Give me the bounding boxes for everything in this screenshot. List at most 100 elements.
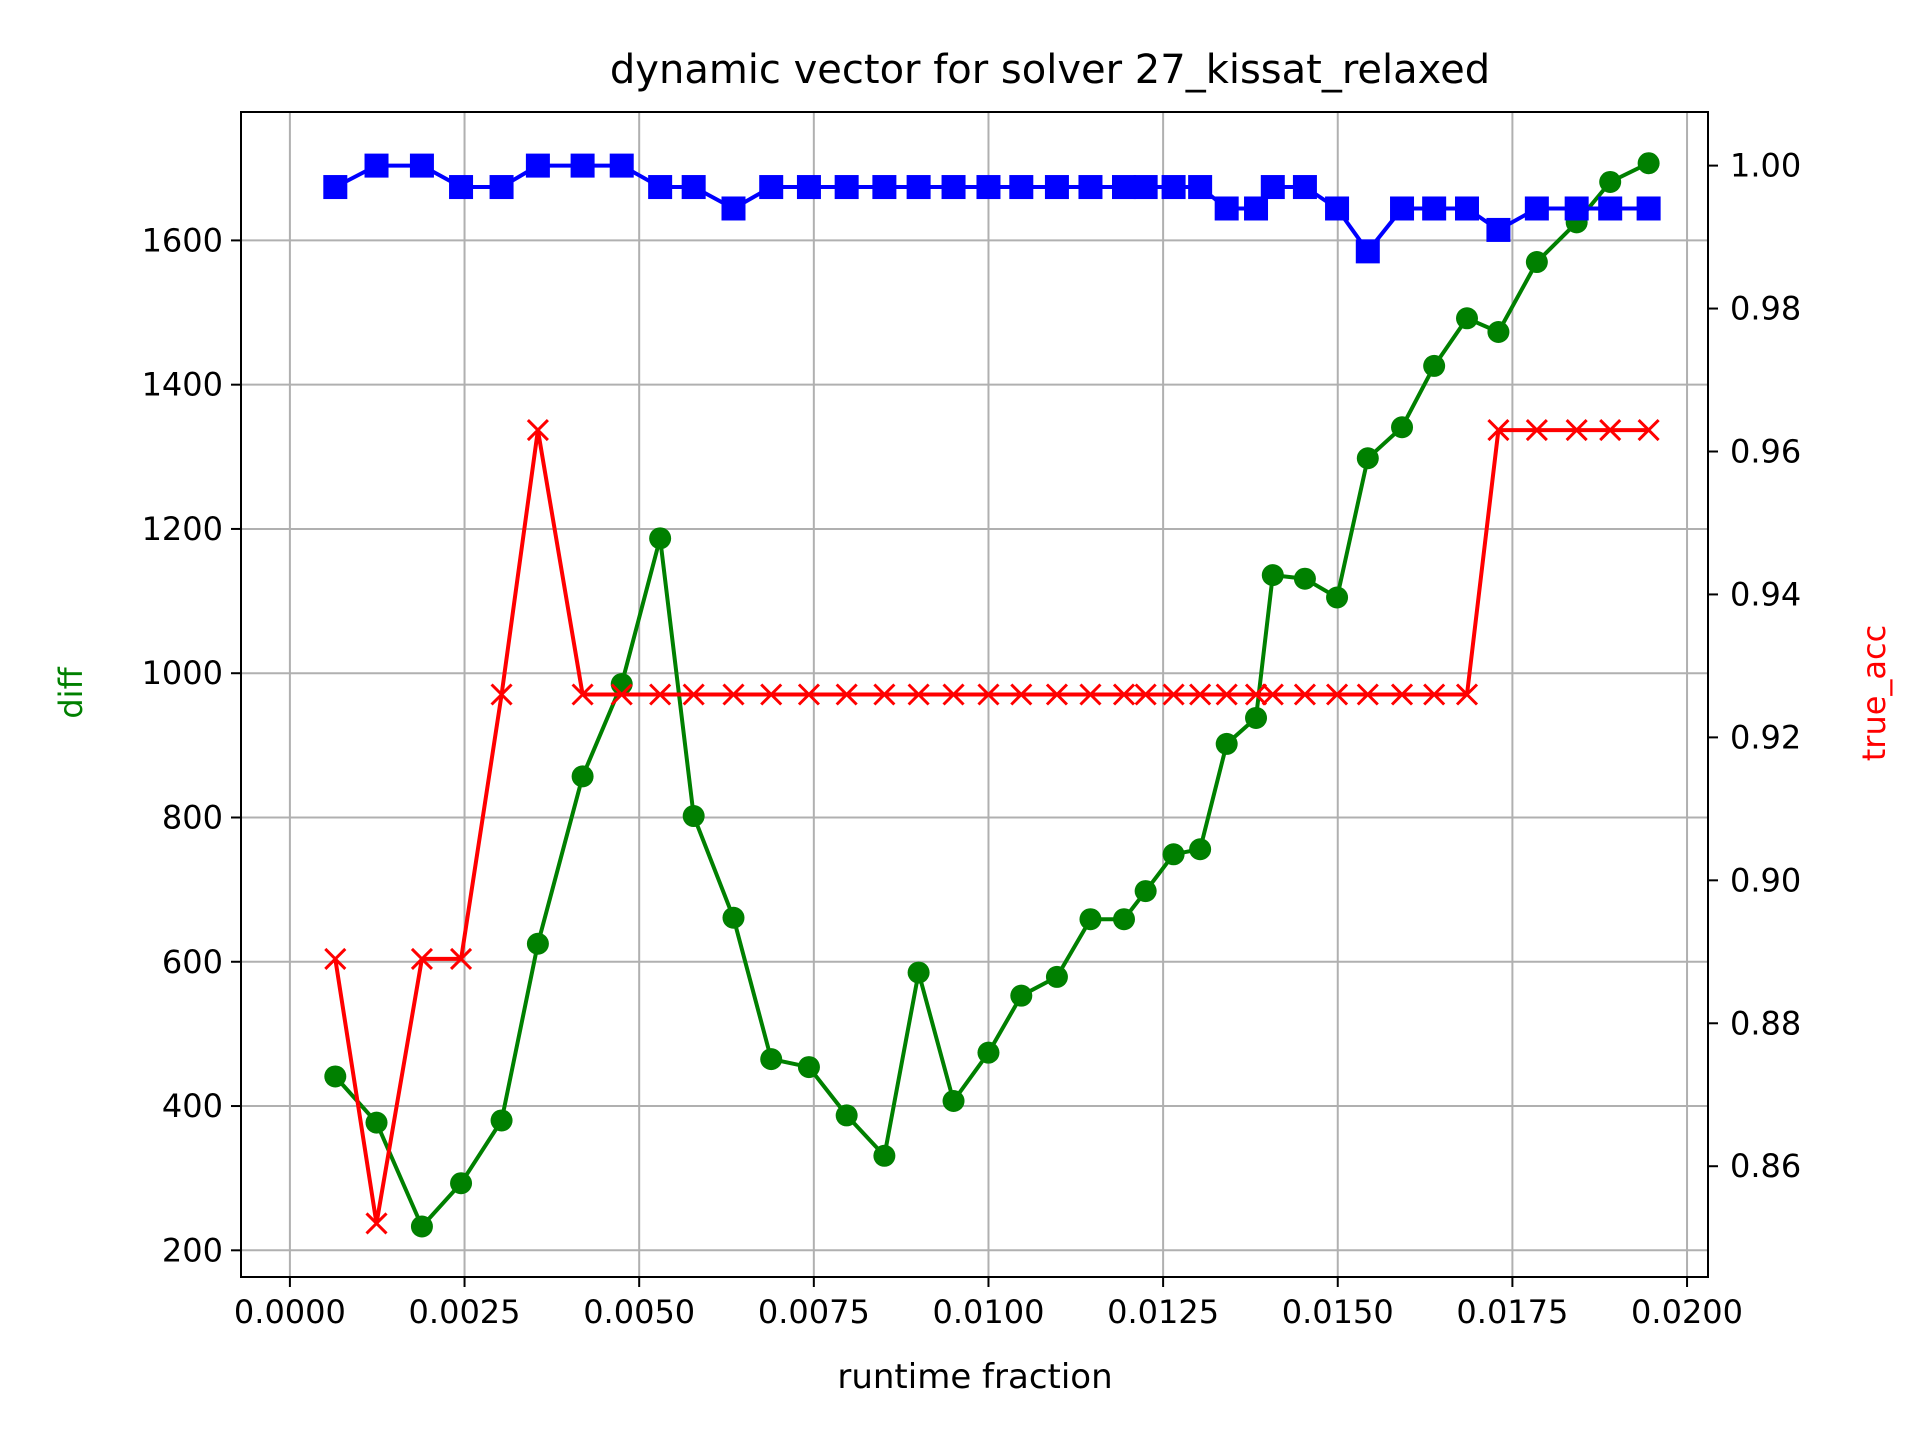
data-point-circle: [682, 805, 705, 828]
x-tick-label: 0.0000: [234, 1293, 346, 1331]
data-point-x: [760, 683, 783, 706]
data-point-x: [1525, 418, 1548, 442]
data-point-x: [1112, 683, 1136, 706]
data-point-x: [649, 683, 672, 706]
data-point-square: [1355, 239, 1380, 264]
data-point-circle: [1162, 843, 1185, 866]
data-point-square: [976, 175, 1001, 200]
data-point-x: [1244, 683, 1268, 706]
data-point-square: [834, 175, 859, 200]
y-tick-label-left: 1600: [142, 221, 223, 259]
data-point-circle: [1455, 307, 1478, 330]
data-point-x: [682, 683, 705, 706]
data-point-x: [1325, 683, 1349, 706]
data-point-x: [1079, 683, 1102, 706]
data-point-x: [1565, 418, 1588, 442]
data-point-square: [1188, 175, 1213, 200]
data-point-x: [907, 683, 930, 706]
y-axis-label-right: true_acc: [1855, 625, 1893, 761]
data-point-square: [1325, 196, 1350, 221]
y-tick-label-left: 800: [162, 798, 223, 836]
data-point-x: [1356, 683, 1379, 706]
data-point-square: [1244, 196, 1269, 221]
data-point-circle: [760, 1048, 783, 1071]
data-point-circle: [1326, 586, 1349, 609]
data-point-square: [1111, 175, 1136, 200]
data-point-square: [1133, 175, 1158, 200]
plot-frame: [240, 111, 1709, 1278]
data-point-square: [941, 175, 966, 200]
data-point-square: [1598, 196, 1623, 221]
data-point-x: [1455, 683, 1479, 706]
y-tick-label-left: 600: [162, 943, 223, 981]
y-tick-label-right: 0.86: [1730, 1147, 1801, 1185]
data-point-circle: [1637, 152, 1660, 175]
data-point-circle: [1391, 416, 1414, 439]
data-point-circle: [1215, 732, 1238, 755]
data-point-square: [489, 175, 514, 200]
data-point-square: [1260, 175, 1285, 200]
data-point-x: [1189, 683, 1212, 706]
data-point-circle: [365, 1111, 388, 1134]
chart-title: dynamic vector for solver 27_kissat_rela…: [610, 47, 1490, 93]
data-point-circle: [1293, 567, 1316, 590]
data-point-square: [1078, 175, 1103, 200]
data-point-x: [1215, 683, 1238, 706]
data-point-circle: [977, 1041, 1000, 1064]
data-point-x: [490, 683, 513, 706]
y-tick-label-right: 1.00: [1730, 147, 1801, 185]
data-point-square: [1161, 175, 1186, 200]
y-tick-label-left: 1000: [142, 654, 223, 692]
y-tick-label-left: 200: [162, 1231, 223, 1269]
data-point-square: [872, 175, 897, 200]
x-tick-label: 0.0050: [583, 1293, 695, 1331]
data-point-square: [364, 153, 389, 178]
data-point-square: [409, 153, 434, 178]
data-point-x: [1487, 418, 1510, 442]
y-tick-label-left: 400: [162, 1087, 223, 1125]
y-tick-label-right: 0.90: [1730, 861, 1801, 899]
data-point-square: [1044, 175, 1069, 200]
y-tick-label-right: 0.98: [1730, 290, 1801, 328]
data-point-circle: [797, 1056, 820, 1079]
data-point-square: [1292, 175, 1317, 200]
data-point-circle: [324, 1065, 347, 1088]
data-point-circle: [1487, 321, 1510, 344]
data-point-circle: [835, 1104, 858, 1127]
data-point-x: [797, 683, 820, 706]
data-point-x: [324, 947, 347, 971]
data-point-circle: [410, 1215, 433, 1238]
y-tick-label-right: 0.88: [1730, 1004, 1801, 1042]
data-point-circle: [1079, 908, 1102, 931]
data-point-square: [906, 175, 931, 200]
data-point-circle: [1599, 170, 1622, 193]
data-point-x: [942, 683, 965, 706]
data-point-circle: [722, 906, 745, 929]
x-tick-label: 0.0200: [1631, 1293, 1743, 1331]
data-point-x: [1134, 683, 1157, 706]
series-x: [324, 418, 1660, 1235]
data-point-square: [1524, 196, 1549, 221]
data-point-circle: [873, 1144, 896, 1167]
data-point-x: [365, 1212, 388, 1235]
data-point-square: [1454, 196, 1479, 221]
data-point-square: [1214, 196, 1239, 221]
data-point-x: [835, 683, 858, 706]
series-circle: [324, 152, 1660, 1238]
y-tick-label-left: 1400: [142, 366, 223, 404]
data-point-square: [1422, 196, 1447, 221]
data-point-circle: [1189, 838, 1212, 861]
data-point-x: [1162, 683, 1185, 706]
data-point-square: [1390, 196, 1415, 221]
data-point-circle: [526, 932, 549, 955]
axes-layer: 0.0000 0.0025 0.0050 0.0075 0.0100 0.0125 0.01…: [142, 147, 1802, 1331]
data-point-x: [1045, 683, 1068, 706]
data-point-square: [1564, 196, 1589, 221]
data-point-circle: [942, 1089, 965, 1112]
series-layer: [323, 152, 1661, 1238]
data-point-x: [722, 683, 745, 706]
y-tick-label-right: 0.94: [1730, 575, 1801, 613]
